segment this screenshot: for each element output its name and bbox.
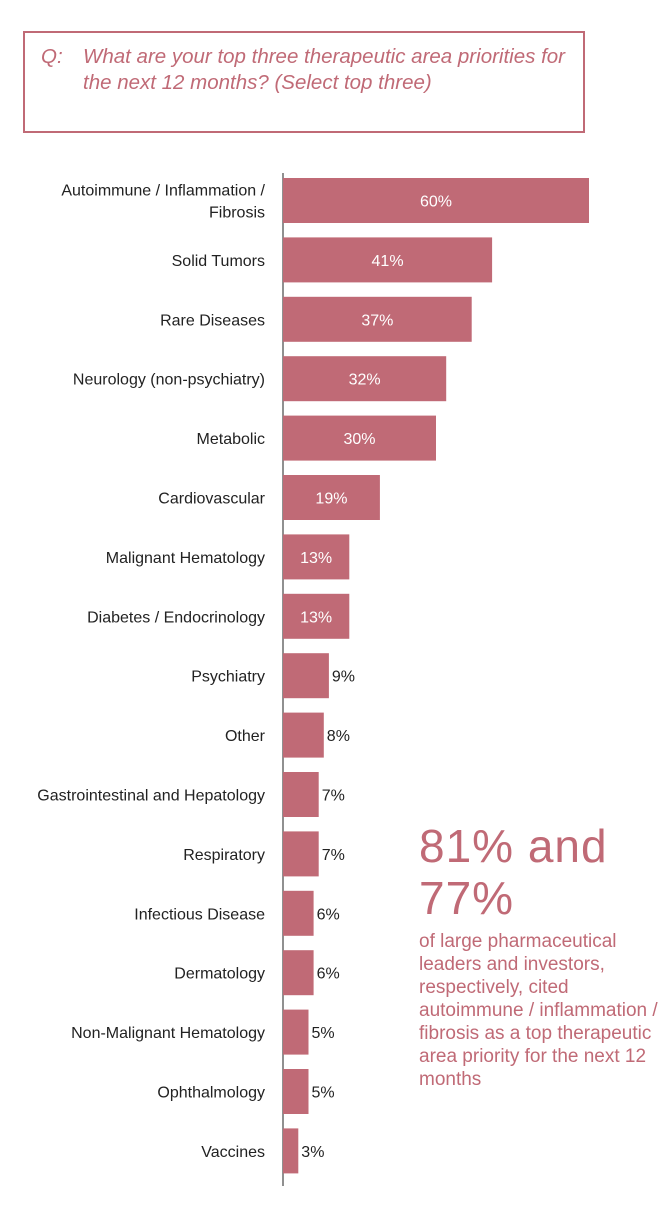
value-label: 13% (300, 550, 332, 567)
category-label: Rare Diseases (160, 312, 265, 329)
value-label: 41% (372, 253, 404, 270)
bar (283, 296, 472, 342)
bar (283, 831, 319, 877)
value-label: 13% (300, 609, 332, 626)
category-label: Dermatology (174, 966, 265, 983)
callout-text: of large pharmaceutical leaders and inve… (419, 931, 658, 1090)
category-label: Metabolic (197, 431, 265, 448)
bar (283, 178, 589, 223)
category-label: Infectious Disease (134, 906, 265, 923)
bar (283, 593, 350, 639)
category-label: Non-Malignant Hematology (71, 1025, 265, 1042)
bar (283, 712, 324, 758)
category-label: Psychiatry (191, 669, 265, 686)
value-label: 6% (317, 966, 340, 983)
bar (283, 1009, 309, 1055)
category-label: Solid Tumors (172, 253, 265, 270)
bar (283, 1069, 309, 1114)
bar (283, 534, 350, 580)
category-label: Other (225, 728, 266, 745)
value-label: 7% (322, 788, 345, 805)
value-label: 37% (361, 312, 393, 329)
bar (283, 950, 314, 996)
callout-headline: 81% and 77% (419, 820, 608, 924)
bar (283, 475, 380, 520)
category-label: Cardiovascular (158, 491, 265, 508)
bar (283, 890, 314, 936)
value-label: 30% (343, 431, 375, 448)
value-label: 60% (420, 194, 452, 211)
value-label: 3% (301, 1144, 324, 1161)
callout: 81% and 77% of large pharmaceutical lead… (419, 820, 659, 1091)
bar (283, 356, 447, 402)
bar (283, 415, 436, 461)
category-label: Malignant Hematology (106, 550, 265, 567)
value-label: 7% (322, 847, 345, 864)
question-text: What are your top three therapeutic area… (83, 45, 565, 94)
category-label: Neurology (non-psychiatry) (73, 372, 265, 389)
value-label: 5% (312, 1025, 335, 1042)
category-label: Autoimmune / Inflammation / Fibrosis (61, 183, 265, 222)
bar (283, 653, 329, 699)
category-label: Respiratory (183, 847, 265, 864)
question-prefix: Q: (41, 45, 63, 68)
category-label: Vaccines (201, 1144, 265, 1161)
value-label: 19% (315, 491, 347, 508)
value-label: 32% (349, 372, 381, 389)
bar (283, 772, 319, 817)
category-label: Ophthalmology (157, 1085, 265, 1102)
question-box: Q: What are your top three therapeutic a… (23, 31, 585, 133)
bar (283, 1128, 299, 1174)
category-label: Diabetes / Endocrinology (87, 609, 265, 626)
bar (283, 237, 493, 283)
value-label: 6% (317, 906, 340, 923)
value-label: 8% (327, 728, 350, 745)
value-label: 9% (332, 669, 355, 686)
value-label: 5% (312, 1085, 335, 1102)
category-label: Gastrointestinal and Hepatology (37, 788, 265, 805)
